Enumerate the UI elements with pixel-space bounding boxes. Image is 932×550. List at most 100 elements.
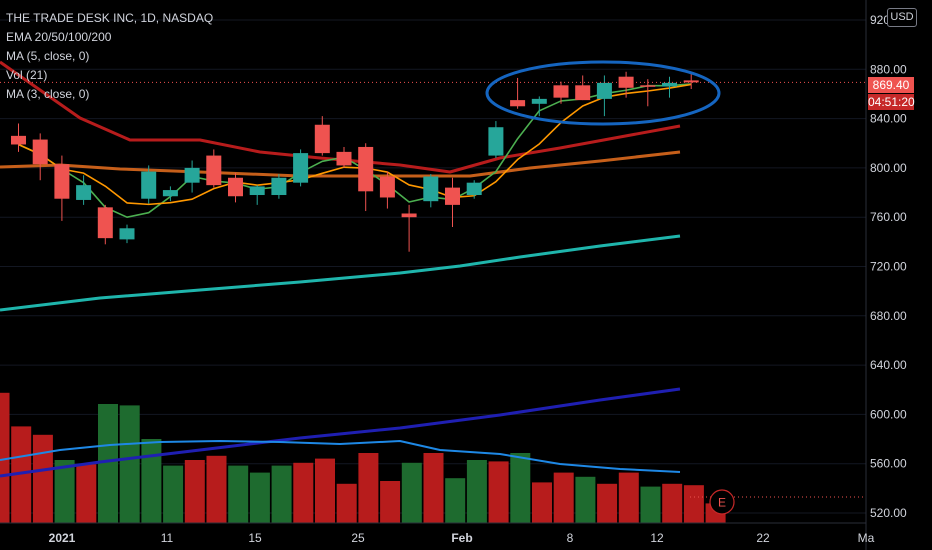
candle-body — [249, 186, 265, 196]
candle-body — [358, 146, 374, 192]
candle — [11, 123, 26, 152]
volume-bar — [445, 478, 466, 523]
candle-body — [119, 228, 135, 240]
currency-badge[interactable]: USD — [887, 8, 917, 27]
price-tick-label: 640.00 — [870, 358, 907, 372]
volume-bar — [597, 483, 618, 523]
volume-bar — [466, 460, 487, 523]
candle-body — [662, 82, 677, 87]
candle-body — [141, 171, 157, 199]
volume-bar — [640, 486, 661, 523]
highlight-ellipse — [485, 60, 721, 126]
legend-title[interactable]: THE TRADE DESK INC, 1D, NASDAQ — [6, 11, 214, 25]
time-tick-label: 25 — [351, 531, 365, 545]
volume-bar — [163, 465, 184, 523]
time-tick-label: 12 — [650, 531, 664, 545]
candle-body — [206, 155, 222, 186]
candle — [596, 75, 612, 117]
price-tick-label: 880.00 — [870, 62, 907, 76]
candle-body — [618, 76, 634, 88]
candle — [32, 133, 48, 181]
time-tick-label: Feb — [451, 531, 472, 545]
volume-bar — [32, 434, 53, 523]
candle — [76, 175, 92, 205]
candle-body — [11, 135, 26, 145]
candle — [466, 180, 482, 199]
candle-body — [162, 190, 178, 197]
earnings-marker — [709, 489, 735, 515]
volume-bar — [54, 460, 75, 523]
candle-body — [596, 82, 612, 99]
price-tick-label: 560.00 — [870, 457, 907, 471]
candle — [206, 149, 222, 188]
volume-bar — [11, 426, 32, 523]
annotations: E — [0, 60, 866, 515]
candle-body — [184, 167, 200, 183]
price-tick-label: 720.00 — [870, 260, 907, 274]
price-tick-label: 680.00 — [870, 309, 907, 323]
legend: THE TRADE DESK INC, 1D, NASDAQ EMA 20/50… — [6, 9, 213, 104]
volume-bar — [228, 465, 249, 523]
candle-body — [423, 176, 439, 202]
volume-bar — [575, 476, 596, 523]
price-tick-label: 760.00 — [870, 210, 907, 224]
candle-body — [401, 213, 417, 218]
candle — [640, 79, 656, 107]
ema20-line — [0, 60, 681, 174]
candle — [271, 174, 287, 199]
price-tick-label: 800.00 — [870, 161, 907, 175]
earnings-marker-label: E — [718, 496, 726, 510]
time-tick-label: 22 — [756, 531, 770, 545]
candle-body — [466, 182, 482, 196]
volume-bar — [683, 485, 704, 523]
time-tick-label: Ma — [858, 531, 875, 545]
candle-body — [510, 100, 526, 107]
legend-vol[interactable]: Vol (21) — [6, 68, 48, 82]
candle-body — [336, 151, 352, 166]
legend-ema[interactable]: EMA 20/50/100/200 — [6, 30, 112, 44]
ema100-line — [0, 234, 681, 312]
volume-bar — [618, 472, 639, 523]
candle — [379, 171, 395, 209]
candle — [141, 165, 157, 204]
volume-bar — [293, 462, 314, 523]
volume-bars — [0, 392, 726, 523]
candle — [618, 71, 634, 98]
candle-body — [271, 177, 287, 196]
candle — [662, 76, 677, 98]
candle-body — [76, 185, 92, 200]
volume-bar — [271, 465, 292, 523]
candle — [162, 186, 178, 202]
volume-bar — [249, 472, 270, 523]
candle-body — [445, 187, 460, 205]
candle — [575, 75, 591, 101]
candle-body — [32, 139, 48, 165]
candle-body — [640, 85, 656, 87]
volume-bar — [206, 455, 227, 523]
candle-body — [553, 85, 569, 98]
candle-body — [379, 176, 395, 198]
price-tick-label: 600.00 — [870, 407, 907, 421]
candle — [683, 71, 699, 90]
candle — [184, 160, 200, 193]
ma3-line — [18, 83, 692, 206]
volume-bar — [532, 482, 552, 523]
candle — [54, 155, 70, 221]
candle — [553, 81, 569, 104]
volume-bar — [184, 460, 205, 523]
volume-bar — [119, 405, 140, 523]
candle — [510, 77, 526, 109]
countdown-tag: 04:51:20 — [868, 94, 915, 110]
candle-body — [575, 85, 591, 101]
legend-ma3[interactable]: MA (3, close, 0) — [6, 87, 90, 101]
volume-bar — [510, 453, 531, 523]
legend-ma5[interactable]: MA (5, close, 0) — [6, 49, 90, 63]
volume-bar — [380, 481, 401, 523]
time-axis[interactable]: 2021 11 15 25 Feb 8 12 22 Ma — [0, 522, 875, 545]
volume-bar — [358, 453, 379, 523]
candle — [97, 204, 113, 245]
candlesticks — [11, 71, 699, 252]
candle — [488, 121, 504, 159]
candle — [358, 143, 374, 212]
